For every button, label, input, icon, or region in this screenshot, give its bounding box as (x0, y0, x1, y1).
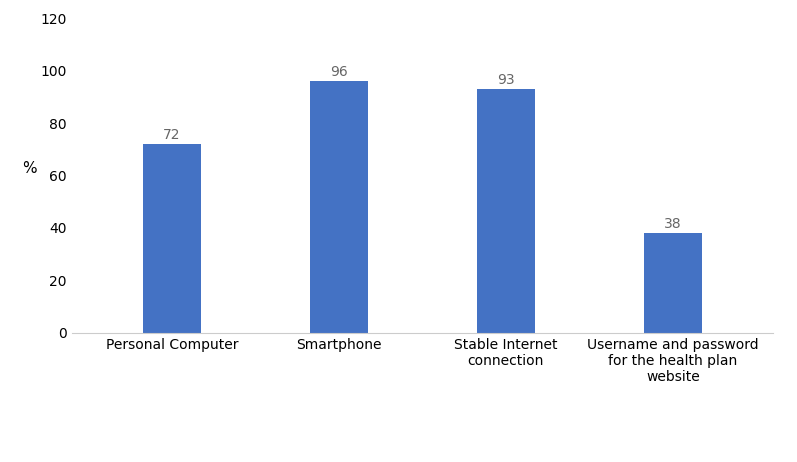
Text: 38: 38 (664, 217, 681, 231)
Text: 93: 93 (497, 73, 515, 86)
Text: 96: 96 (330, 65, 347, 79)
Text: 72: 72 (163, 128, 181, 141)
Bar (310, 81, 368, 333)
Bar (477, 89, 535, 333)
Bar (644, 233, 702, 333)
Y-axis label: %: % (22, 161, 37, 176)
Bar (143, 144, 201, 333)
